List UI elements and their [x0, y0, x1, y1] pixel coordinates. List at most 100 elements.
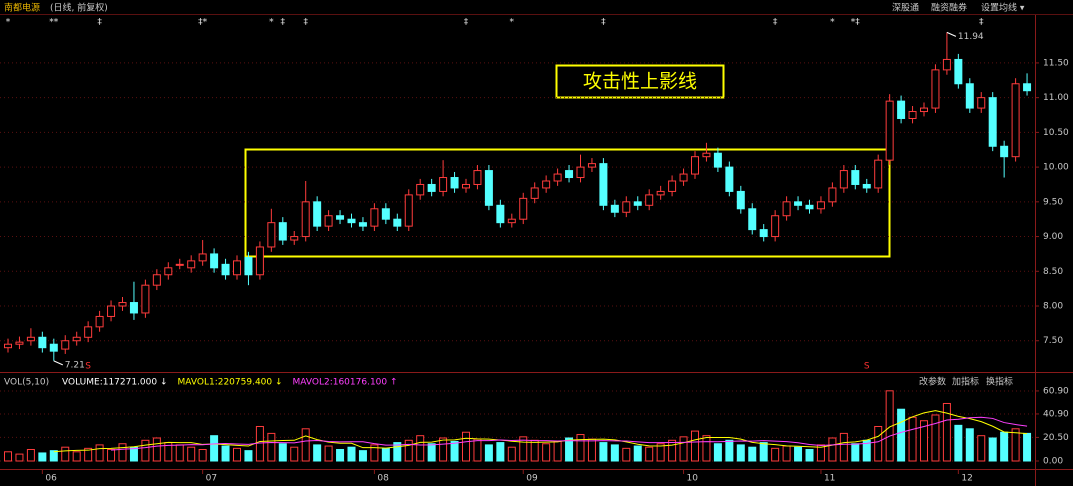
volume-bar: [610, 444, 619, 462]
volume-bar: [244, 450, 253, 462]
volume-bar: [152, 437, 161, 462]
volume-bar: [839, 432, 848, 462]
volume-bar: [942, 402, 951, 462]
candle-body: [897, 100, 906, 119]
candle-body: [702, 152, 711, 158]
event-marker: *: [6, 18, 11, 28]
y-tick-label: 8.00: [1043, 302, 1063, 312]
volume-bar: [702, 435, 711, 462]
indicator-tool[interactable]: 换指标: [986, 376, 1013, 388]
volume-bar: [988, 437, 997, 462]
s-marker: S: [864, 362, 870, 372]
candle-body: [221, 263, 230, 276]
volume-bar: [210, 435, 219, 462]
candle-body: [782, 201, 791, 217]
candle-body: [542, 180, 551, 189]
candle-body: [450, 177, 459, 189]
y-tick-label: 9.00: [1043, 232, 1063, 242]
candle-body: [507, 218, 516, 224]
candle-body: [519, 197, 528, 220]
volume-bar: [370, 444, 379, 462]
volume-bar: [931, 414, 940, 462]
indicator-tool[interactable]: 改参数: [919, 376, 946, 388]
volume-bar: [679, 436, 688, 462]
volume-bar: [404, 439, 413, 462]
volume-bar: [576, 434, 585, 462]
volume-bar: [313, 444, 322, 462]
y-tick-label: 20.50: [1043, 433, 1069, 443]
candle-body: [84, 326, 93, 338]
volume-bar: [15, 453, 24, 462]
volume-bar: [656, 443, 665, 462]
volume-bar: [72, 451, 81, 462]
volume-bar: [633, 445, 642, 462]
candle-body: [49, 343, 58, 352]
volume-bar: [462, 431, 470, 462]
candle-body: [233, 260, 241, 276]
volume-bar: [553, 440, 562, 462]
candle-body: [954, 58, 963, 85]
candle-body: [862, 183, 871, 189]
volume-bar: [187, 446, 196, 462]
candle-body: [267, 222, 276, 248]
candle-body: [908, 111, 917, 119]
volume-bar: [725, 439, 734, 462]
toolbar-item[interactable]: 设置均线 ▾: [981, 2, 1025, 14]
candle-body: [38, 336, 47, 349]
volume-bar: [1023, 432, 1032, 462]
candle-body: [118, 302, 127, 307]
candle-body: [622, 201, 631, 213]
event-marker: ‡: [773, 18, 778, 28]
volume-bar: [118, 443, 127, 462]
candle-body: [15, 341, 24, 345]
y-tick-label: 60.90: [1043, 386, 1069, 396]
candle-body: [839, 170, 848, 189]
candle-body: [771, 215, 780, 238]
candle-body: [324, 215, 333, 227]
event-marker: ‡: [979, 18, 984, 28]
candle-body: [61, 340, 70, 350]
indicator-tool[interactable]: 加指标: [952, 376, 979, 388]
event-marker: ‡: [97, 18, 102, 28]
volume-bar: [771, 447, 780, 462]
volume-bar: [129, 446, 138, 462]
volume-bar: [198, 448, 207, 462]
candle-body: [244, 256, 253, 276]
volume-ma-line: [111, 416, 1028, 451]
candle-body: [942, 58, 951, 71]
volume-legend: MAVOL1:220759.400 ↓: [178, 378, 283, 388]
toolbar-item[interactable]: 深股通: [892, 3, 919, 14]
volume-bar: [267, 432, 276, 462]
volume-bar: [255, 425, 264, 462]
volume-bar: [587, 438, 596, 462]
volume-bar: [599, 442, 608, 462]
candle-body: [358, 222, 367, 227]
candle-body: [828, 187, 837, 203]
event-marker: *: [510, 18, 515, 28]
volume-bar: [49, 450, 58, 462]
volume-bar: [358, 450, 367, 462]
candle-body: [633, 201, 642, 206]
candle-body: [152, 274, 161, 286]
volume-bar: [324, 445, 333, 462]
highlight-box: [244, 148, 891, 258]
candle-body: [462, 183, 470, 189]
volume-bar: [484, 444, 493, 462]
volume-bar: [977, 435, 986, 462]
candle-body: [645, 194, 654, 206]
candle-body: [473, 170, 482, 185]
toolbar-item[interactable]: 融资融券: [931, 2, 967, 14]
max-pointer: [946, 31, 957, 37]
candle-body: [278, 222, 287, 241]
candle-body: [1000, 145, 1009, 158]
volume-bar: [233, 447, 241, 462]
event-marker: ‡: [464, 18, 469, 28]
volume-bar: [874, 425, 883, 462]
candle-body: [965, 83, 974, 109]
candle-body: [107, 305, 116, 317]
volume-bar: [290, 446, 299, 462]
candle-body: [988, 97, 997, 147]
y-tick-label: 10.50: [1043, 128, 1069, 138]
volume-bar: [530, 439, 539, 462]
x-tick-label: 09: [526, 474, 538, 484]
